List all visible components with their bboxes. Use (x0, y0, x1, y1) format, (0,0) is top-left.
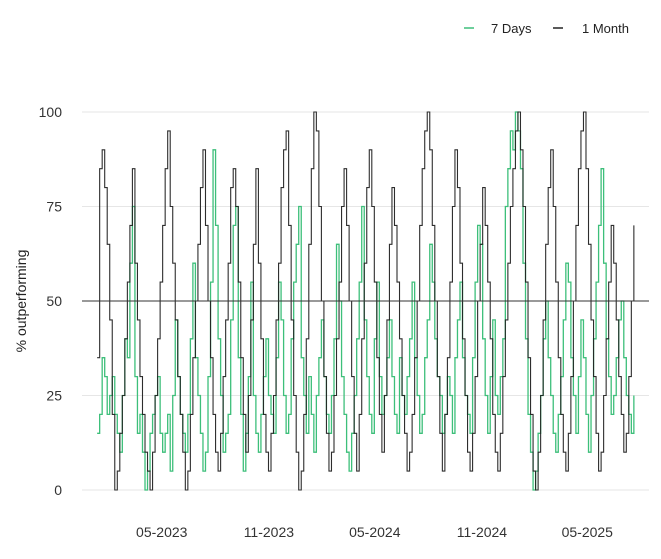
legend-label-1-month: 1 Month (582, 21, 629, 36)
legend: 7 Days 1 Month (464, 21, 629, 36)
y-tick-label-25: 25 (46, 388, 62, 404)
series-line-7-days (97, 111, 635, 491)
y-tick-label-75: 75 (46, 199, 62, 215)
x-tick-label-11-2023: 11-2023 (244, 524, 295, 540)
y-axis-label: % outperforming (13, 250, 29, 353)
y-tick-label-50: 50 (46, 293, 62, 309)
series-line-1-month (97, 111, 635, 491)
y-tick-label-0: 0 (54, 482, 62, 498)
y-axis-ticks: 0 25 50 75 100 (39, 104, 63, 498)
x-axis-ticks: 05-2023 11-2023 05-2024 11-2024 05-2025 (136, 524, 613, 540)
x-tick-label-05-2024: 05-2024 (349, 524, 401, 540)
series-group (97, 111, 635, 491)
legend-label-7-days: 7 Days (491, 21, 532, 36)
y-tick-label-100: 100 (39, 104, 63, 120)
x-tick-label-05-2025: 05-2025 (562, 524, 614, 540)
x-tick-label-11-2024: 11-2024 (457, 524, 508, 540)
x-tick-label-05-2023: 05-2023 (136, 524, 188, 540)
